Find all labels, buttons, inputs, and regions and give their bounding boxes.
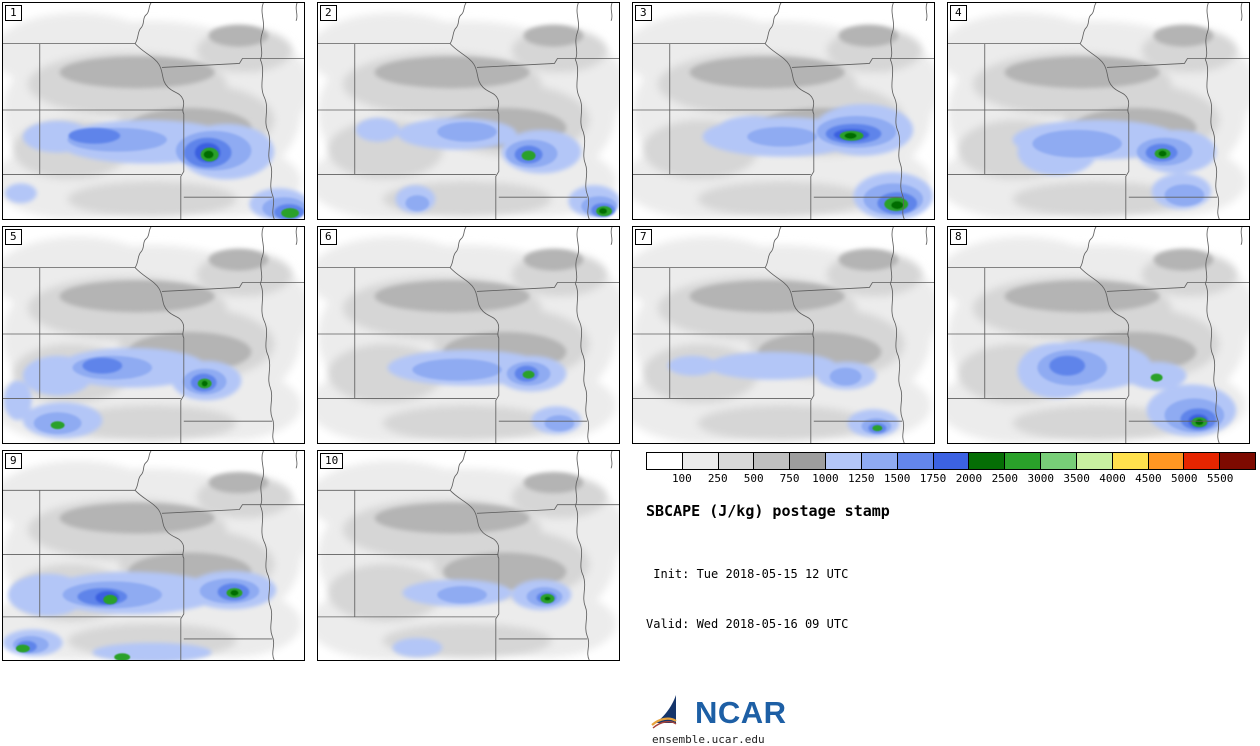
member-3-map: 3 <box>632 2 935 220</box>
member-number: 5 <box>5 229 22 245</box>
ncar-logo-text: NCAR <box>695 695 787 731</box>
member-8-map: 8 <box>947 226 1250 444</box>
colorbar-cell <box>1004 453 1041 469</box>
member-10-map: 10 <box>317 450 620 661</box>
member-7-map-canvas <box>633 227 934 443</box>
member-4-map: 4 <box>947 2 1250 220</box>
colorbar-tick-label: 3500 <box>1063 472 1090 485</box>
member-number: 3 <box>635 5 652 21</box>
colorbar-tick-label: 2000 <box>955 472 983 485</box>
colorbar-cell <box>1183 453 1220 469</box>
colorbar-tick-label: 1250 <box>848 472 875 485</box>
website-text: ensemble.ucar.edu <box>652 733 765 746</box>
colorbar-tick-labels: 100 250 500 750 1000 1250 1500 1750 2000 2500 3000… <box>646 472 1258 488</box>
member-number: 2 <box>320 5 337 21</box>
colorbar-cell <box>789 453 826 469</box>
member-6-map: 6 <box>317 226 620 444</box>
colorbar <box>646 452 1256 470</box>
colorbar-tick-label: 1500 <box>883 472 911 485</box>
member-number: 1 <box>5 5 22 21</box>
member-number: 9 <box>5 453 22 469</box>
colorbar-tick-label: 750 <box>779 472 800 485</box>
member-number: 6 <box>320 229 337 245</box>
colorbar-cell <box>753 453 790 469</box>
member-10-map-canvas <box>318 451 619 660</box>
ncar-sail-icon <box>651 695 677 729</box>
chart-title: SBCAPE (J/kg) postage stamp <box>646 502 890 520</box>
colorbar-cell <box>1147 453 1184 469</box>
colorbar-cell <box>860 453 897 469</box>
member-1-map-canvas <box>3 3 304 219</box>
colorbar-cell <box>968 453 1005 469</box>
member-4-map-canvas <box>948 3 1249 219</box>
colorbar-cell <box>647 453 682 469</box>
member-7-map: 7 <box>632 226 935 444</box>
member-2-map: 2 <box>317 2 620 220</box>
colorbar-cell <box>681 453 718 469</box>
member-9-map-canvas <box>3 451 304 660</box>
colorbar-cell <box>1075 453 1112 469</box>
member-number: 7 <box>635 229 652 245</box>
colorbar-cell <box>717 453 754 469</box>
colorbar-tick-label: 250 <box>707 472 728 485</box>
member-5-map-canvas <box>3 227 304 443</box>
member-9-map: 9 <box>2 450 305 661</box>
colorbar-tick-label: 2500 <box>991 472 1019 485</box>
member-5-map: 5 <box>2 226 305 444</box>
colorbar-tick-label: 4500 <box>1135 472 1162 485</box>
member-number: 4 <box>950 5 967 21</box>
member-number: 10 <box>320 453 344 469</box>
member-6-map-canvas <box>318 227 619 443</box>
colorbar-cell <box>896 453 933 469</box>
time-info: Init: Tue 2018-05-15 12 UTC Valid: Wed 2… <box>646 532 1250 666</box>
colorbar-tick-label: 500 <box>743 472 764 485</box>
legend-panel: 100 250 500 750 1000 1250 1500 1750 2000 2500 3000… <box>632 450 1256 746</box>
colorbar-cell <box>1111 453 1148 469</box>
colorbar-cell <box>1040 453 1076 469</box>
colorbar-tick-label: 1000 <box>812 472 839 485</box>
colorbar-tick-label: 1750 <box>919 472 947 485</box>
colorbar-tick-label: 5500 <box>1206 472 1234 485</box>
member-2-map-canvas <box>318 3 619 219</box>
colorbar-tick-label: 100 <box>671 472 692 485</box>
member-number: 8 <box>950 229 967 245</box>
valid-time-label: Valid: Wed 2018-05-16 09 UTC <box>646 616 849 631</box>
member-1-map: 1 <box>2 2 305 220</box>
colorbar-tick-label: 3000 <box>1027 472 1054 485</box>
member-8-map-canvas <box>948 227 1249 443</box>
colorbar-cell <box>825 453 861 469</box>
colorbar-tick-label: 4000 <box>1099 472 1126 485</box>
colorbar-tick-label: 5000 <box>1170 472 1198 485</box>
init-time-label: Init: Tue 2018-05-15 12 UTC <box>646 566 849 581</box>
member-3-map-canvas <box>633 3 934 219</box>
colorbar-cell <box>932 453 969 469</box>
ncar-logo: NCAR <box>646 694 1250 732</box>
colorbar-cell <box>1219 453 1256 469</box>
